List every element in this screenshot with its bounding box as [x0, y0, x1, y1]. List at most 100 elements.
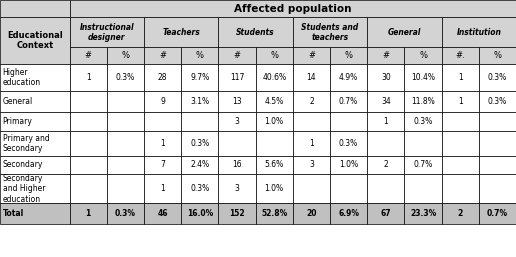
Bar [144, 112, 181, 131]
Text: 0.3%: 0.3% [116, 73, 135, 82]
Bar [367, 174, 405, 203]
Bar [330, 156, 367, 174]
Bar [405, 47, 442, 64]
Text: 3: 3 [235, 117, 239, 126]
Text: 0.3%: 0.3% [115, 209, 136, 218]
Text: 2: 2 [458, 209, 463, 218]
Text: Secondary: Secondary [3, 160, 43, 170]
Bar [367, 64, 405, 91]
Bar [107, 156, 144, 174]
Bar [442, 91, 479, 112]
Bar [181, 131, 218, 156]
Text: 3: 3 [309, 160, 314, 170]
Text: 1.0%: 1.0% [339, 160, 358, 170]
Text: 28: 28 [158, 73, 167, 82]
Bar [255, 91, 293, 112]
Text: 1: 1 [309, 139, 314, 148]
Bar [255, 131, 293, 156]
Text: #: # [234, 51, 240, 60]
Bar [367, 203, 405, 224]
Bar [405, 174, 442, 203]
Text: 117: 117 [230, 73, 244, 82]
Bar [218, 131, 255, 156]
Bar [479, 131, 516, 156]
Bar [255, 47, 293, 64]
Bar [218, 174, 255, 203]
Bar [330, 47, 367, 64]
Bar [293, 17, 367, 47]
Text: 23.3%: 23.3% [410, 209, 436, 218]
Bar [70, 64, 107, 91]
Text: 2: 2 [309, 97, 314, 106]
Bar [479, 203, 516, 224]
Text: 30: 30 [381, 73, 391, 82]
Text: Students: Students [236, 28, 275, 37]
Text: 11.8%: 11.8% [411, 97, 435, 106]
Bar [367, 47, 405, 64]
Text: Teachers: Teachers [163, 28, 200, 37]
Text: 1: 1 [160, 184, 165, 193]
Bar [255, 174, 293, 203]
Text: 20: 20 [306, 209, 317, 218]
Text: 67: 67 [380, 209, 391, 218]
Bar [70, 0, 516, 17]
Text: 13: 13 [232, 97, 242, 106]
Bar [181, 47, 218, 64]
Bar [144, 47, 181, 64]
Bar [0, 174, 70, 203]
Bar [293, 203, 330, 224]
Bar [255, 156, 293, 174]
Text: #: # [159, 51, 166, 60]
Text: 1: 1 [458, 97, 462, 106]
Bar [479, 64, 516, 91]
Bar [144, 64, 181, 91]
Text: 0.3%: 0.3% [339, 139, 358, 148]
Text: Affected population: Affected population [234, 4, 351, 14]
Bar [144, 131, 181, 156]
Text: %: % [196, 51, 204, 60]
Bar [405, 131, 442, 156]
Text: %: % [345, 51, 352, 60]
Bar [367, 131, 405, 156]
Text: 0.3%: 0.3% [488, 73, 507, 82]
Bar [479, 112, 516, 131]
Bar [107, 174, 144, 203]
Bar [144, 91, 181, 112]
Bar [0, 0, 70, 17]
Bar [479, 47, 516, 64]
Bar [218, 203, 255, 224]
Text: 2: 2 [383, 160, 388, 170]
Text: Institution: Institution [456, 28, 501, 37]
Bar [405, 156, 442, 174]
Text: %: % [493, 51, 502, 60]
Bar [330, 64, 367, 91]
Bar [70, 156, 107, 174]
Text: Primary: Primary [3, 117, 33, 126]
Text: 2.4%: 2.4% [190, 160, 209, 170]
Text: 1: 1 [86, 73, 91, 82]
Text: 0.3%: 0.3% [488, 97, 507, 106]
Bar [367, 156, 405, 174]
Bar [0, 17, 70, 64]
Bar [293, 112, 330, 131]
Bar [442, 156, 479, 174]
Bar [70, 112, 107, 131]
Text: 0.7%: 0.7% [339, 97, 358, 106]
Bar [479, 156, 516, 174]
Text: 9: 9 [160, 97, 165, 106]
Text: #: # [308, 51, 315, 60]
Bar [0, 64, 70, 91]
Bar [405, 64, 442, 91]
Bar [107, 131, 144, 156]
Text: Primary and
Secondary: Primary and Secondary [3, 134, 50, 153]
Bar [218, 156, 255, 174]
Text: Total: Total [3, 209, 24, 218]
Bar [442, 131, 479, 156]
Bar [293, 156, 330, 174]
Bar [0, 203, 70, 224]
Text: 40.6%: 40.6% [262, 73, 286, 82]
Text: #.: #. [456, 51, 465, 60]
Text: #: # [85, 51, 92, 60]
Text: General: General [388, 28, 421, 37]
Text: Instructional
designer: Instructional designer [79, 23, 134, 42]
